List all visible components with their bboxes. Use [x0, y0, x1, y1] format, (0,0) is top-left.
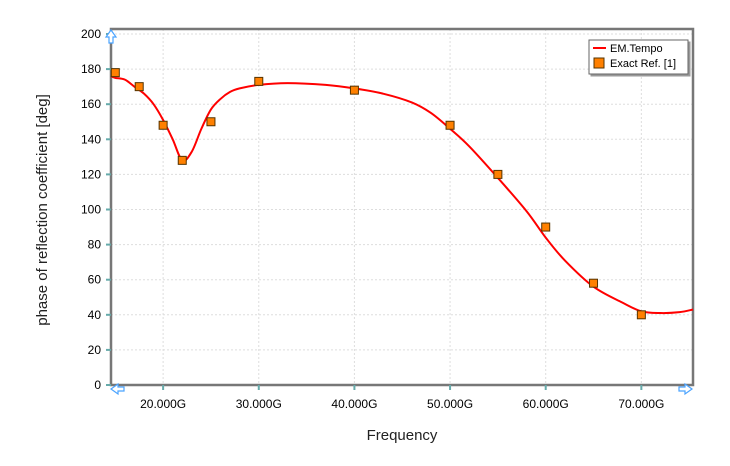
data-point-exact-ref [206, 117, 216, 127]
y-tick-label: 160 [81, 97, 101, 111]
x-tick-label: 30.000G [236, 397, 282, 411]
y-tick-label: 40 [88, 308, 102, 322]
x-tick-label: 50.000G [427, 397, 473, 411]
data-point-exact-ref [636, 310, 646, 320]
legend-label-exact-ref: Exact Ref. [1] [610, 58, 676, 70]
y-tick-label: 0 [94, 378, 101, 392]
x-axis-end-handle-icon[interactable] [678, 382, 694, 396]
legend: EM.Tempo Exact Ref. [1] [588, 39, 689, 75]
data-point-exact-ref [541, 222, 551, 232]
marks [110, 68, 694, 320]
y-tick-label: 180 [81, 62, 101, 76]
data-point-exact-ref [349, 85, 359, 95]
y-tick-label: 120 [81, 167, 101, 181]
data-point-exact-ref [177, 155, 187, 165]
grid [111, 29, 693, 386]
data-point-exact-ref [158, 120, 168, 130]
x-tick-label: 40.000G [331, 397, 377, 411]
data-point-exact-ref [110, 68, 120, 78]
y-tick-label: 80 [88, 238, 102, 252]
x-axis-label: Frequency [367, 427, 438, 444]
data-point-exact-ref [254, 76, 264, 86]
y-tick-label: 140 [81, 132, 101, 146]
data-point-exact-ref [134, 82, 144, 92]
data-point-exact-ref [589, 278, 599, 288]
legend-label-em-tempo: EM.Tempo [610, 43, 663, 55]
y-axis-handle-icon[interactable] [104, 28, 118, 44]
x-tick-label: 20.000G [140, 397, 186, 411]
y-tick-label: 200 [81, 27, 101, 41]
y-tick-label: 60 [88, 273, 102, 287]
x-axis-start-handle-icon[interactable] [109, 382, 125, 396]
x-tick-label: 60.000G [523, 397, 569, 411]
ticks: 0 20 40 60 80 100 120 140 160 180 200 20.000G 30.000… [81, 27, 664, 411]
y-tick-label: 20 [88, 343, 102, 357]
y-axis-label: phase of reflection coefficient [deg] [34, 94, 51, 326]
data-point-exact-ref [493, 169, 503, 179]
plot-frame [109, 27, 695, 387]
x-tick-label: 70.000G [618, 397, 664, 411]
y-tick-label: 100 [81, 203, 101, 217]
data-point-exact-ref [445, 120, 455, 130]
legend-marker-swatch [593, 57, 605, 69]
series-line-em-tempo [110, 75, 694, 315]
